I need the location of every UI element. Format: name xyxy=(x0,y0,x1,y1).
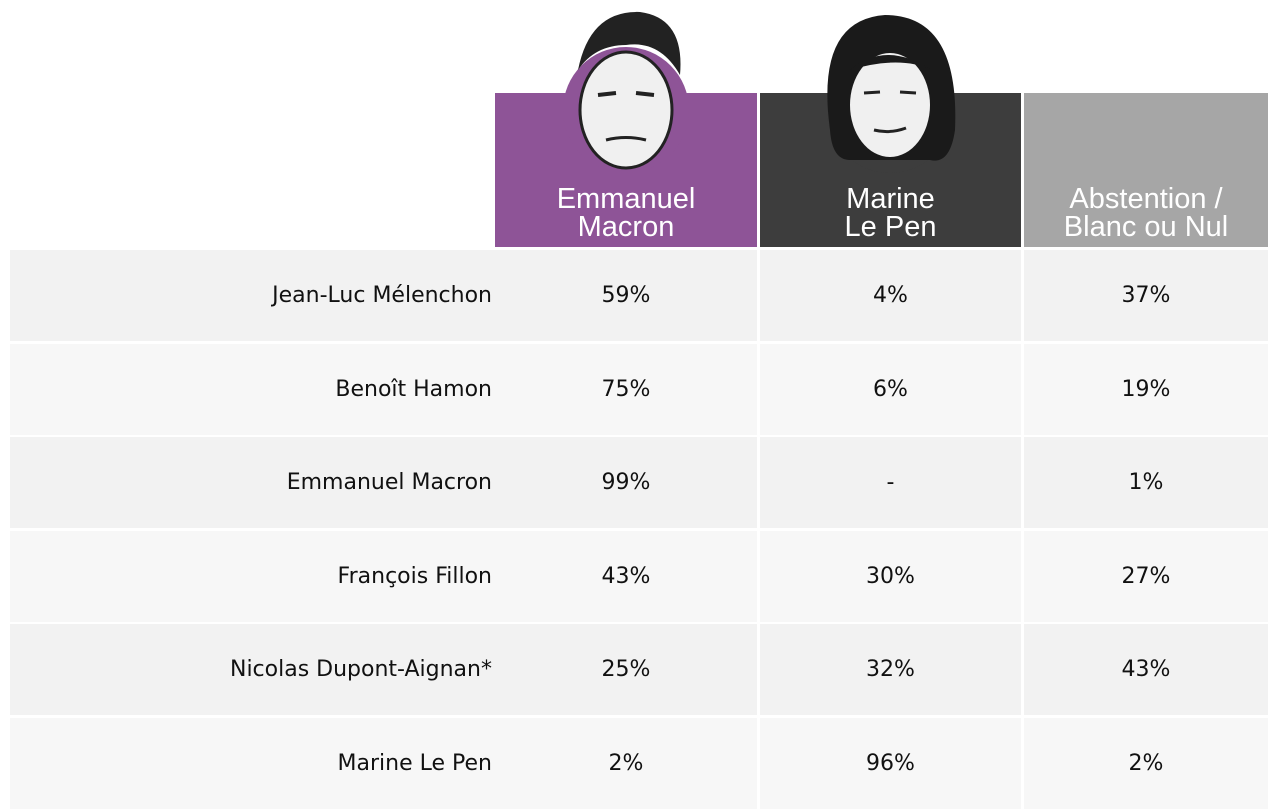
row-value: 43% xyxy=(1024,624,1268,715)
row-label: Nicolas Dupont-Aignan* xyxy=(10,624,492,715)
row-value: 75% xyxy=(495,344,757,435)
row-value: 30% xyxy=(760,531,1021,622)
row-label: Benoît Hamon xyxy=(10,344,492,435)
row-value: 4% xyxy=(760,250,1021,341)
row-label: Jean-Luc Mélenchon xyxy=(10,250,492,341)
row-value: 99% xyxy=(495,437,757,528)
page: EmmanuelMacronMarineLe PenAbstention /Bl… xyxy=(0,0,1268,809)
row-value: 32% xyxy=(760,624,1021,715)
row-value: 2% xyxy=(1024,718,1268,809)
row-value: 25% xyxy=(495,624,757,715)
row-value: 43% xyxy=(495,531,757,622)
row-value: 27% xyxy=(1024,531,1268,622)
row-value: 2% xyxy=(495,718,757,809)
header-line: Macron xyxy=(495,213,757,241)
row-value: 6% xyxy=(760,344,1021,435)
row-value: 37% xyxy=(1024,250,1268,341)
portrait-macron xyxy=(563,12,689,173)
row-value: 59% xyxy=(495,250,757,341)
row-value: 19% xyxy=(1024,344,1268,435)
header-line: Le Pen xyxy=(760,213,1021,241)
portrait-lepen xyxy=(827,15,955,173)
row-value: 96% xyxy=(760,718,1021,809)
row-value: - xyxy=(760,437,1021,528)
row-label: Emmanuel Macron xyxy=(10,437,492,528)
row-value: 1% xyxy=(1024,437,1268,528)
row-label: François Fillon xyxy=(10,531,492,622)
portraits xyxy=(0,0,1268,200)
header-line: Blanc ou Nul xyxy=(1024,213,1268,241)
table-row: Nicolas Dupont-Aignan*25%32%43% xyxy=(10,624,1268,715)
row-label: Marine Le Pen xyxy=(10,718,492,809)
